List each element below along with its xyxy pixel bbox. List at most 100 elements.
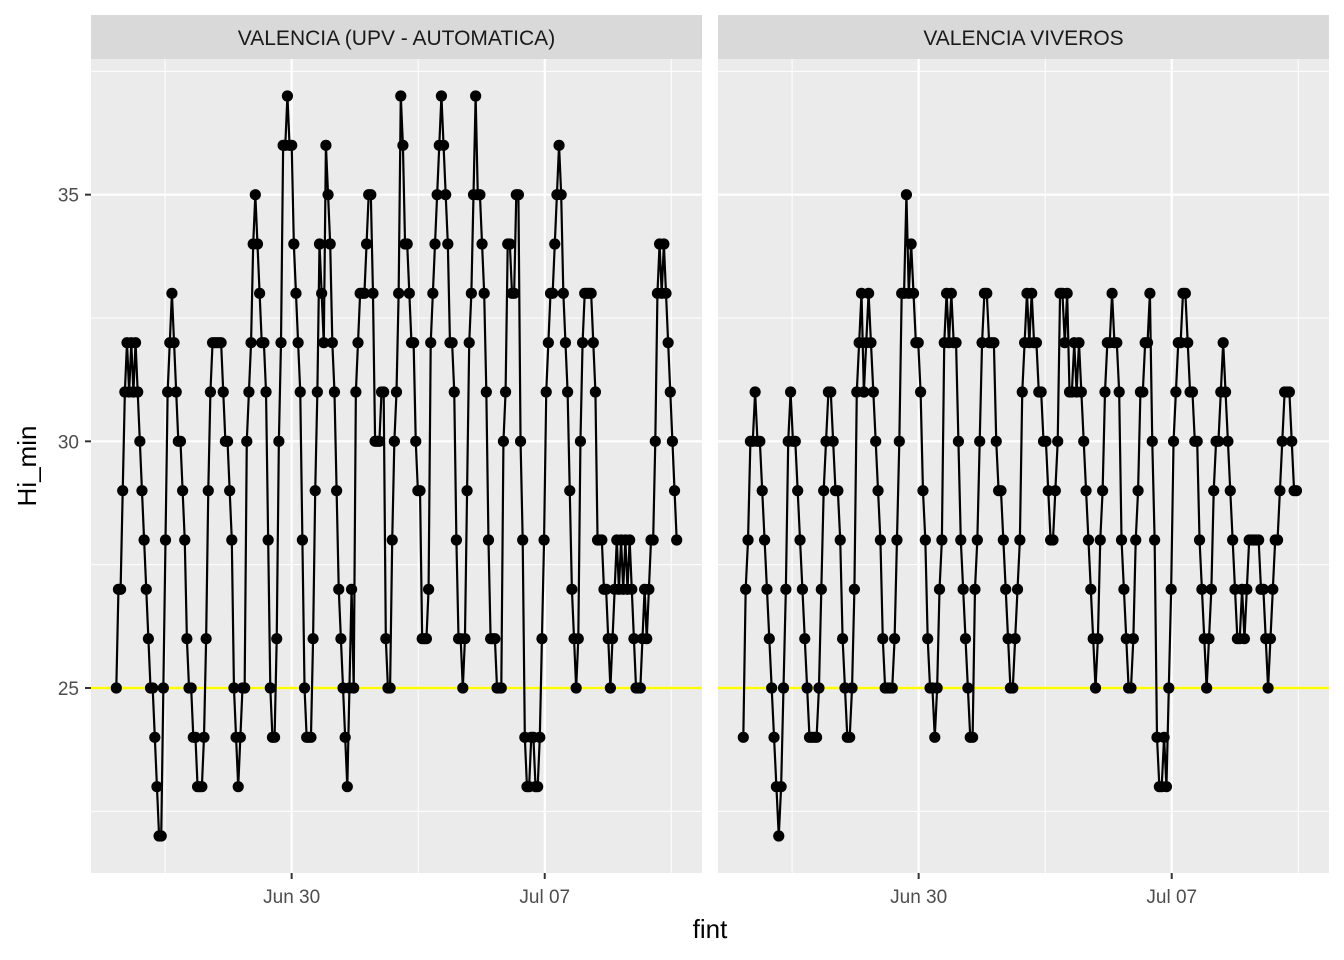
data-point — [815, 583, 827, 595]
data-point — [1049, 485, 1061, 497]
data-point — [1165, 583, 1177, 595]
data-point — [129, 337, 142, 349]
data-point — [202, 485, 214, 497]
data-point — [1170, 386, 1182, 398]
data-point — [742, 534, 754, 546]
data-point — [393, 287, 405, 299]
data-point — [1016, 386, 1028, 398]
data-point — [273, 435, 285, 447]
data-point — [959, 633, 972, 645]
data-point — [1290, 485, 1303, 497]
data-point — [553, 139, 565, 151]
data-point — [384, 682, 396, 694]
panel-background-1 — [91, 59, 702, 873]
data-point — [931, 682, 943, 694]
data-point — [858, 386, 870, 398]
data-point — [796, 583, 809, 595]
data-point — [286, 139, 298, 151]
data-point — [1014, 534, 1026, 546]
data-point — [587, 337, 599, 349]
data-point — [792, 485, 804, 497]
data-point — [234, 731, 246, 743]
y-tick-label: 35 — [58, 186, 79, 207]
data-point — [136, 485, 148, 497]
data-point — [666, 435, 679, 447]
data-point — [1118, 583, 1130, 595]
data-point — [1253, 534, 1265, 546]
data-point — [1040, 435, 1052, 447]
data-point — [258, 337, 270, 349]
data-point — [1127, 633, 1139, 645]
data-point — [1205, 583, 1217, 595]
data-point — [643, 583, 655, 595]
data-point — [540, 386, 552, 398]
data-point — [316, 287, 328, 299]
data-point — [437, 139, 450, 151]
data-point — [1047, 534, 1059, 546]
data-point — [606, 633, 619, 645]
data-point — [309, 485, 321, 497]
data-point — [660, 287, 672, 299]
data-point — [971, 534, 983, 546]
data-point — [335, 633, 347, 645]
data-point — [955, 534, 967, 546]
x-tick-label: Jun 30 — [263, 887, 320, 908]
data-point — [867, 386, 879, 398]
data-point — [360, 238, 373, 250]
data-point — [740, 583, 752, 595]
data-point — [542, 337, 554, 349]
data-point — [1193, 534, 1206, 546]
data-point — [264, 682, 276, 694]
data-point — [1238, 633, 1251, 645]
data-point — [294, 386, 306, 398]
data-point — [1026, 287, 1038, 299]
data-point — [262, 534, 274, 546]
data-point — [328, 386, 341, 398]
data-point — [495, 682, 507, 694]
data-point — [1191, 435, 1203, 447]
data-point — [179, 534, 191, 546]
data-point — [435, 90, 448, 102]
data-point — [846, 682, 858, 694]
data-point — [410, 435, 422, 447]
data-point — [1097, 485, 1109, 497]
data-point — [536, 633, 548, 645]
data-point — [281, 90, 294, 102]
y-tick-label: 25 — [58, 679, 79, 700]
data-point — [117, 485, 129, 497]
data-point — [1085, 583, 1097, 595]
data-point — [754, 435, 766, 447]
data-point — [825, 386, 837, 398]
data-point — [1201, 682, 1213, 694]
data-point — [333, 583, 345, 595]
data-point — [196, 781, 208, 793]
data-point — [834, 534, 846, 546]
data-point — [813, 682, 825, 694]
data-point — [181, 633, 193, 645]
data-point — [463, 337, 475, 349]
data-point — [933, 583, 946, 595]
data-point — [877, 633, 889, 645]
data-point — [566, 583, 578, 595]
data-point — [140, 583, 152, 595]
data-point — [296, 534, 308, 546]
data-point — [827, 435, 839, 447]
data-point — [249, 189, 261, 201]
data-point — [198, 731, 210, 743]
data-point — [874, 534, 887, 546]
data-point — [604, 682, 616, 694]
data-point — [957, 583, 969, 595]
data-point — [952, 435, 965, 447]
data-point — [378, 386, 390, 398]
data-point — [251, 238, 264, 250]
data-point — [585, 287, 597, 299]
data-point — [749, 386, 761, 398]
data-point — [562, 386, 574, 398]
data-point — [1212, 435, 1225, 447]
data-point — [929, 731, 941, 743]
data-point — [905, 238, 917, 250]
data-point — [151, 781, 163, 793]
data-point — [341, 781, 353, 793]
x-tick-label: Jul 07 — [519, 887, 570, 908]
